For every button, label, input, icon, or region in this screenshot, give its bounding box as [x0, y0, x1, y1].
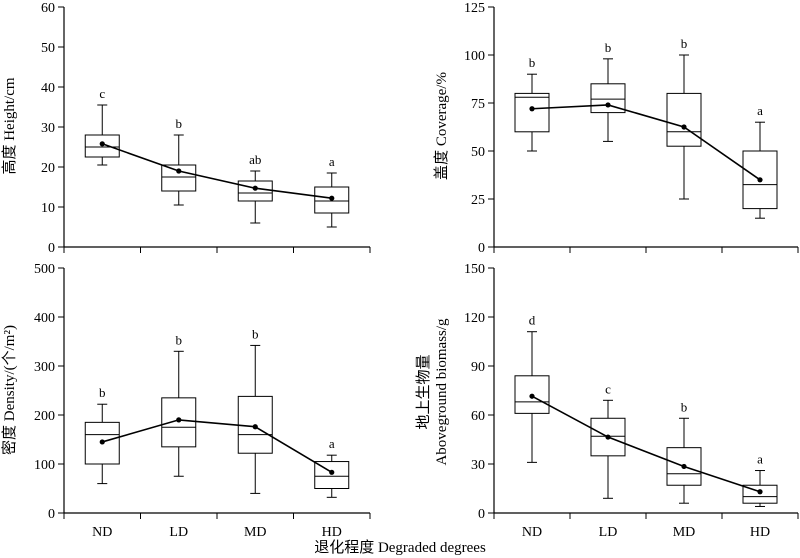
y-tick-label: 30: [471, 458, 485, 473]
x-tick-label: HD: [322, 525, 342, 540]
y-tick-label: 0: [478, 241, 485, 256]
y-tick-label: 200: [34, 409, 55, 424]
y-tick-label: 10: [41, 201, 55, 216]
x-tick-label: ND: [522, 525, 542, 540]
x-tick-label: LD: [169, 525, 188, 540]
significance-letter: a: [757, 103, 763, 118]
mean-point: [529, 106, 535, 112]
panel-biomass: 0 30 60 90 120 150 ND LD MD HD d c b a: [464, 262, 799, 540]
mean-point: [252, 424, 258, 430]
y-axis-label-biomass-en: Aboveground biomass/g: [434, 318, 450, 466]
mean-point: [681, 124, 687, 130]
significance-letter: a: [329, 436, 335, 451]
panel-coverage: 0 25 50 75 100 125 b b b a: [464, 1, 799, 256]
box: [666, 447, 702, 486]
significance-letter: b: [176, 116, 183, 131]
mean-line: [101, 143, 332, 199]
significance-letter: b: [605, 40, 612, 55]
mean-point: [605, 102, 611, 108]
mean-point: [681, 463, 687, 470]
significance-letter: c: [99, 86, 105, 101]
mean-point: [529, 393, 535, 399]
y-tick-label: 0: [48, 241, 55, 256]
y-axis-label-coverage: 盖度 Coverage/%: [433, 72, 450, 180]
mean-point: [252, 185, 258, 191]
y-tick-label: 125: [464, 1, 485, 16]
x-axis-label: 退化程度 Degraded degrees: [314, 539, 486, 556]
box: [590, 83, 626, 114]
y-tick-label: 25: [471, 193, 485, 208]
mean-line: [531, 104, 761, 181]
mean-point: [176, 417, 182, 423]
mean-point: [605, 434, 611, 440]
y-axis-label-biomass-cn: 地上生物量: [415, 354, 432, 429]
box: [666, 92, 702, 147]
y-tick-label: 400: [34, 311, 55, 326]
y-tick-label: 120: [464, 311, 485, 326]
y-tick-label: 90: [471, 360, 485, 375]
y-tick-label: 60: [41, 1, 55, 16]
mean-point: [757, 489, 763, 495]
significance-letter: ab: [249, 152, 261, 167]
y-axis-label-height: 高度 Height/cm: [1, 77, 18, 174]
mean-point: [99, 439, 105, 445]
x-tick-label: MD: [244, 525, 267, 540]
mean-line: [531, 395, 761, 493]
y-tick-label: 500: [34, 262, 55, 277]
x-tick-label: MD: [673, 525, 696, 540]
significance-letter: b: [252, 326, 259, 341]
panel-density: 0 100 200 300 400 500 ND LD MD HD b b b a: [34, 262, 371, 540]
y-tick-label: 75: [471, 97, 485, 112]
mean-line: [102, 419, 333, 474]
mean-point: [329, 195, 335, 201]
y-tick-label: 60: [471, 409, 485, 424]
box: [514, 92, 550, 133]
y-tick-label: 0: [478, 507, 485, 522]
significance-letter: b: [176, 332, 183, 347]
box: [237, 180, 273, 202]
y-tick-label: 20: [41, 161, 55, 176]
significance-letter: b: [529, 55, 536, 70]
significance-letter: b: [681, 399, 688, 414]
y-tick-label: 50: [41, 41, 55, 56]
mean-point: [99, 141, 105, 147]
x-tick-label: ND: [92, 525, 112, 540]
significance-letter: b: [99, 385, 106, 400]
y-tick-label: 100: [464, 49, 485, 64]
y-tick-label: 40: [41, 81, 55, 96]
y-axis-label-density: 密度 Density/(个/m²): [1, 325, 18, 455]
y-tick-label: 100: [34, 458, 55, 473]
y-tick-label: 300: [34, 360, 55, 375]
panel-height: 0 10 20 30 40 50 60 c b ab a: [41, 1, 371, 256]
x-tick-label: LD: [599, 525, 618, 540]
mean-point: [329, 469, 335, 475]
mean-point: [176, 168, 182, 174]
significance-letter: c: [605, 381, 611, 396]
mean-point: [757, 177, 763, 183]
y-tick-label: 150: [464, 262, 485, 277]
significance-letter: a: [329, 154, 335, 169]
y-tick-label: 0: [48, 507, 55, 522]
y-tick-label: 30: [41, 121, 55, 136]
x-tick-label: HD: [750, 525, 770, 540]
significance-letter: a: [757, 452, 763, 467]
y-tick-label: 50: [471, 145, 485, 160]
significance-letter: d: [529, 313, 536, 328]
significance-letter: b: [681, 36, 688, 51]
